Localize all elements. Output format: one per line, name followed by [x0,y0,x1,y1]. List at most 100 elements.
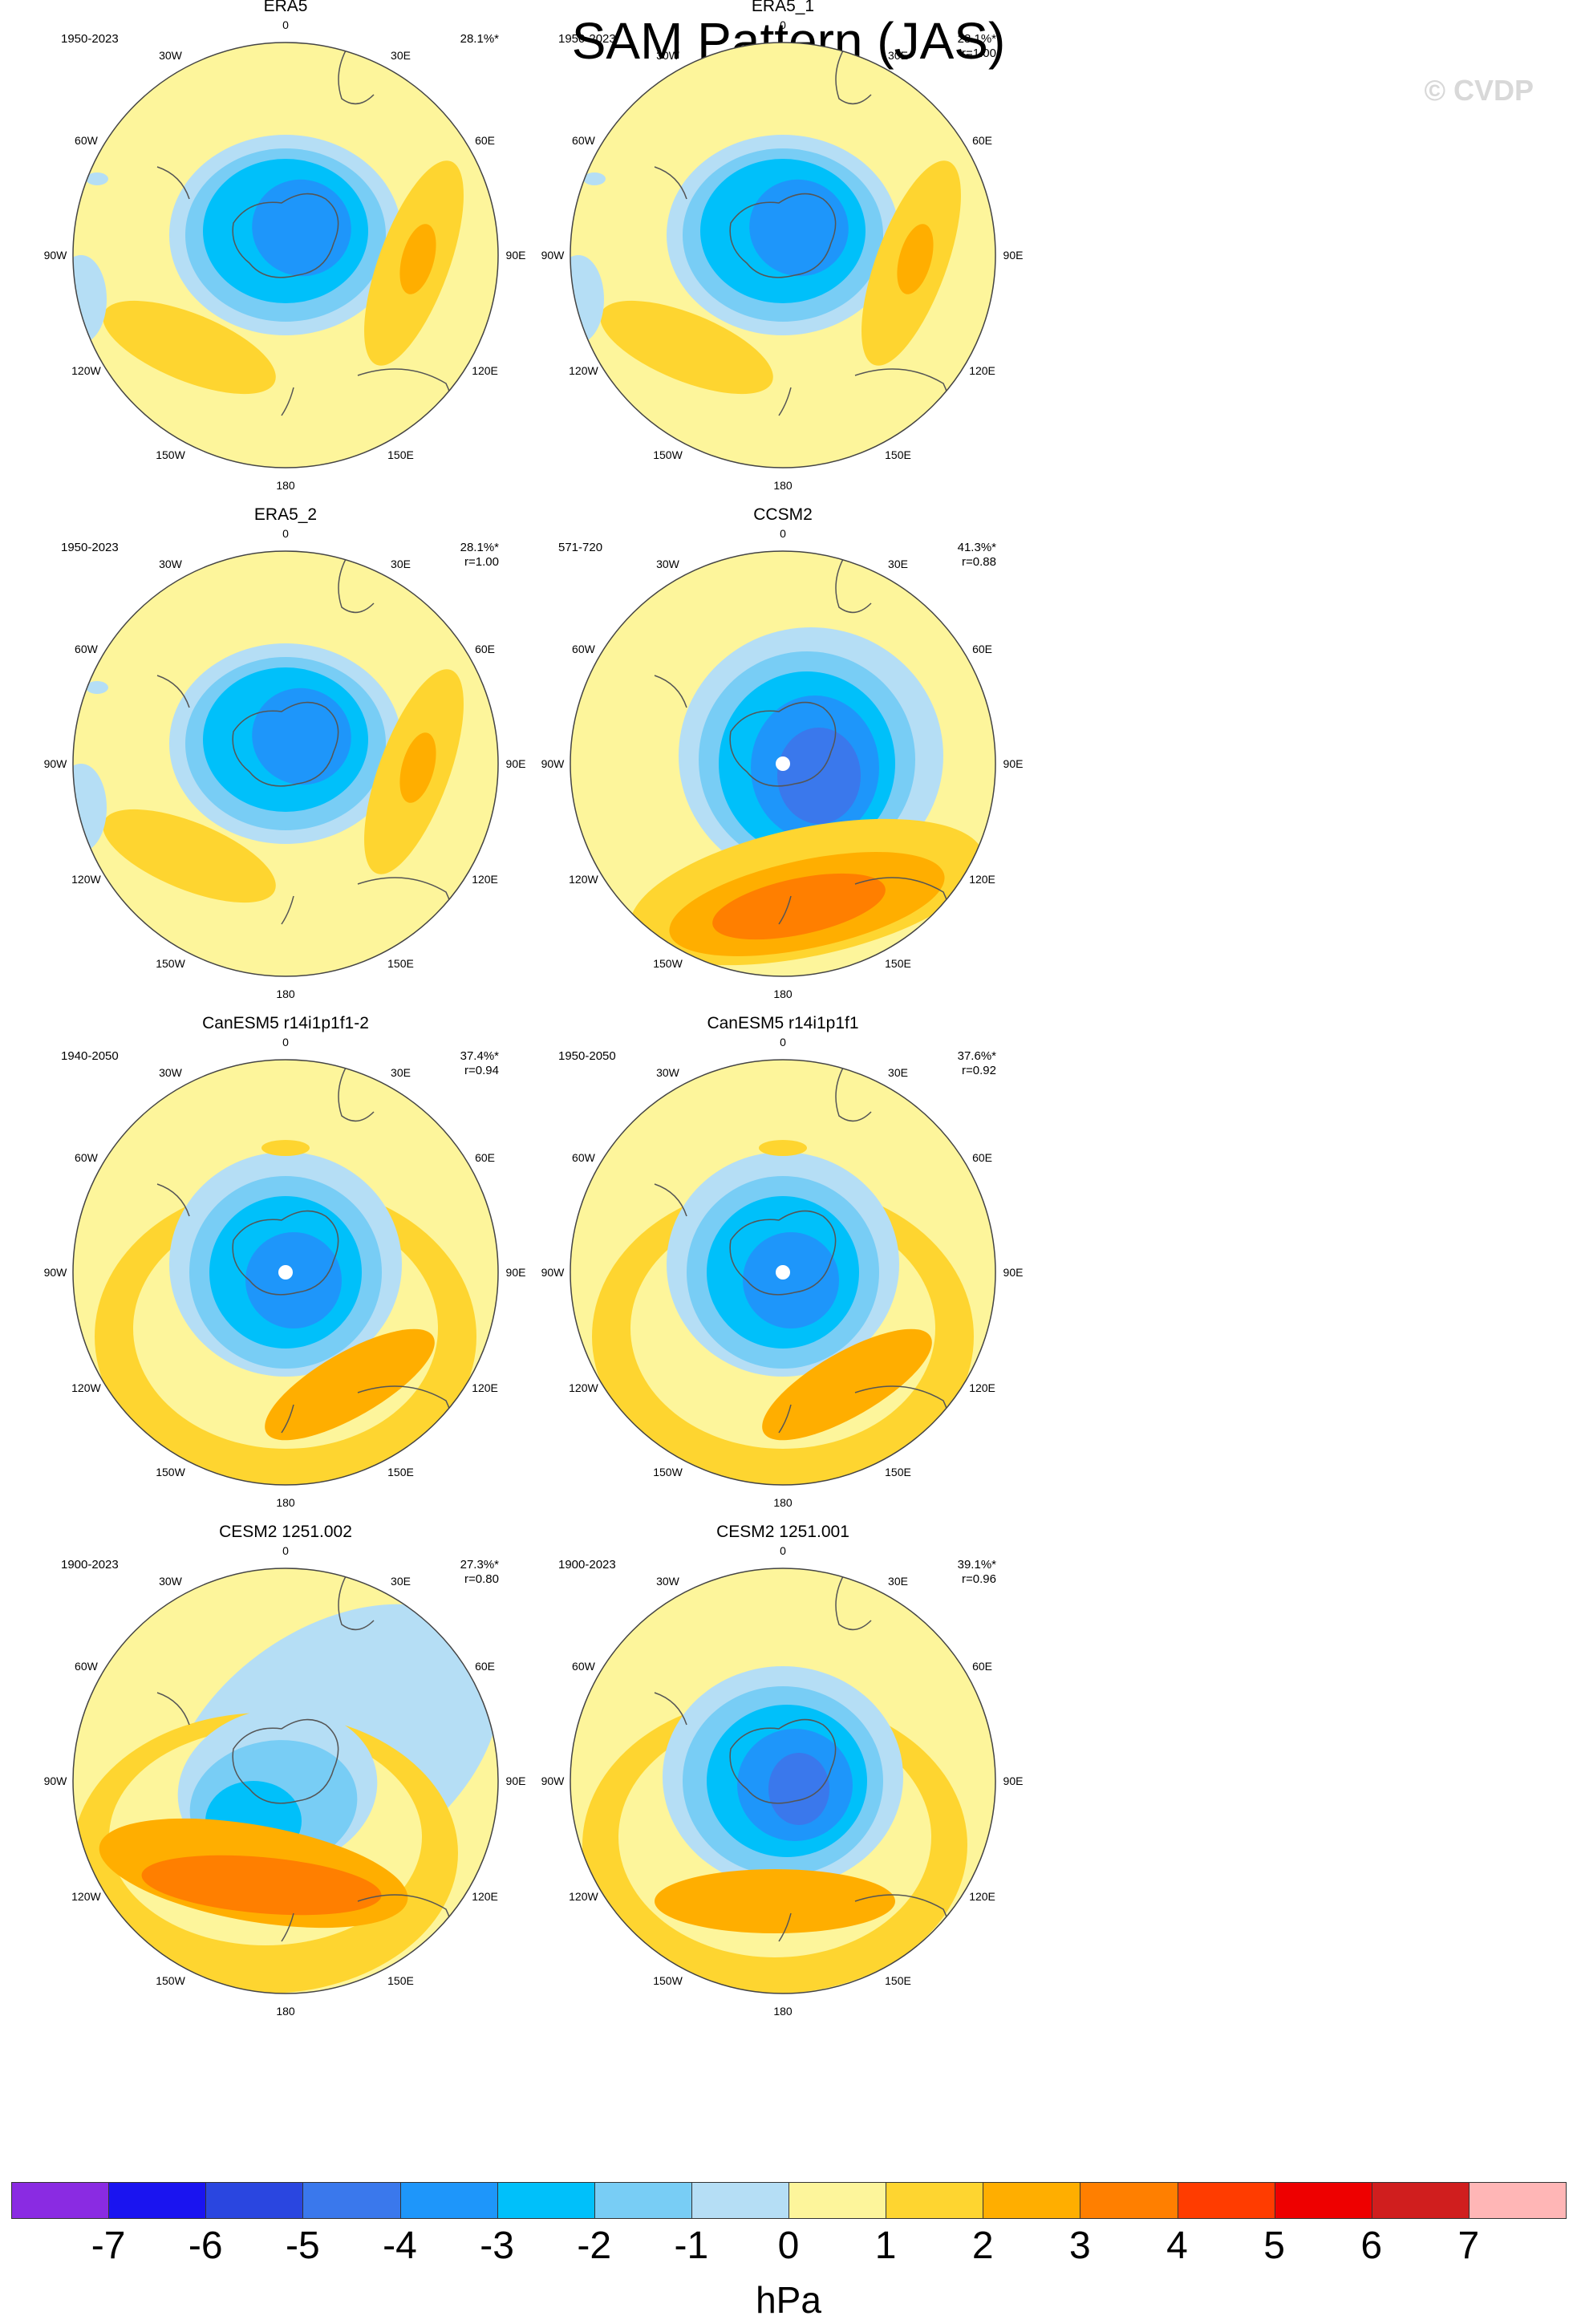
colorbar-tick-label: 1 [874,2225,897,2267]
longitude-label: 180 [773,479,793,492]
coastline [729,1210,837,1296]
longitude-label: 150W [653,448,683,461]
longitude-label: 60W [572,133,595,147]
contour-region [103,809,276,903]
map-border [570,1059,996,1486]
contour-region [261,1140,310,1156]
coastline [778,1404,792,1434]
longitude-label: 150W [156,448,185,461]
longitude-label: 60E [475,1150,496,1164]
longitude-label: 30W [159,558,182,571]
colorbar-swatch [205,2182,304,2219]
longitude-label: 120W [569,872,598,886]
map-panel: CESM2 1251.002 1900-2023 27.3%* r=0.80 0 30E 6… [29,1523,542,2036]
longitude-label: 90E [505,1266,526,1279]
colorbar-swatch [1177,2182,1275,2219]
colorbar-swatch [1468,2182,1567,2219]
longitude-label: 30W [656,49,679,63]
colorbar-tick-label: -7 [91,2225,126,2267]
panel-stats: 37.6%* r=0.92 [919,1049,996,1078]
coastline [835,1067,872,1122]
coastline [156,166,190,200]
longitude-label: 60W [572,1659,595,1673]
longitude-label: 180 [773,988,793,1000]
longitude-label: 150E [387,1465,414,1478]
pattern-correlation: r=1.00 [962,47,996,60]
coastline [835,50,872,105]
colorbar-swatch [1371,2182,1470,2219]
longitude-label: 60W [75,1659,98,1673]
longitude-label: 0 [282,527,289,540]
map-border [570,1568,996,1994]
coastline [281,387,294,416]
colorbar-tick-label: 7 [1457,2225,1480,2267]
longitude-label: 0 [780,1544,786,1557]
longitude-label: 60W [572,642,595,655]
contour-region [252,687,351,785]
coastline [338,558,375,614]
longitude-label: 90W [43,1266,67,1279]
panel-title: ERA5_1 [751,0,815,15]
longitude-label: 180 [276,479,295,492]
contour-region [712,873,886,940]
colorbar-swatch [788,2182,887,2219]
colorbar-tick-label: 2 [971,2225,994,2267]
coastline [729,193,837,278]
longitude-label: 120W [569,363,598,377]
contour-region [141,1855,382,1916]
longitude-label: 120E [472,1381,498,1394]
coastline [778,387,792,416]
colorbar-swatch [886,2182,984,2219]
panel-period: 1950-2050 [558,1049,616,1063]
contour-region [252,179,351,277]
panel-stats: 41.3%* r=0.88 [919,541,996,570]
longitude-label: 150E [885,1465,911,1478]
panel-stats: 28.1%* r=1.00 [919,32,996,61]
map-panel: CanESM5 r14i1p1f1 1950-2050 37.6%* r=0.92 0 3… [526,1014,1040,1527]
colorbar-swatch [108,2182,207,2219]
longitude-label: 90W [541,1774,565,1787]
map-panel: ERA5_1 1950-2023 28.1%* r=1.00 0 30E 60E 90E 120… [526,0,1040,510]
coastline [338,1067,375,1122]
contour-region [399,224,436,294]
colorbar-swatch [983,2182,1081,2219]
contour-region [570,255,604,343]
panel-period: 1950-2023 [61,541,119,554]
pole-marker [776,756,790,771]
map-panel: CESM2 1251.001 1900-2023 39.1%* r=0.96 0 30E 6… [526,1523,1040,2036]
longitude-label: 90E [1003,1774,1024,1787]
longitude-label: 60W [75,1150,98,1164]
colorbar-tick-label: -2 [577,2225,612,2267]
contour-region [762,1328,932,1441]
colorbar-tick-label: 6 [1360,2225,1383,2267]
coastline [232,193,339,278]
longitude-label: 30W [656,558,679,571]
colorbar-tick-label: 3 [1069,2225,1091,2267]
longitude-label: 60W [75,133,98,147]
colorbar-swatch [691,2182,789,2219]
copyright-watermark: © CVDP [1424,74,1534,107]
contour-region [265,1328,435,1441]
longitude-label: 120E [472,1889,498,1903]
longitude-label: 120E [472,872,498,886]
map-border [72,1568,499,1994]
colorbar-tick-label: -3 [480,2225,514,2267]
map-border [570,550,996,977]
map-border [72,1059,499,1486]
colorbar-tick-label: -4 [383,2225,417,2267]
longitude-label: 30W [159,49,182,63]
panel-stats: 27.3%* r=0.80 [422,1558,499,1587]
contour-region [103,300,276,395]
contour-region [749,179,849,277]
coastline [654,166,687,200]
longitude-label: 120W [71,1889,101,1903]
map-border [570,42,996,468]
longitude-label: 30W [656,1066,679,1080]
longitude-label: 180 [276,1496,295,1509]
longitude-label: 30E [888,1575,908,1588]
longitude-label: 120E [969,363,995,377]
longitude-label: 0 [780,1036,786,1048]
longitude-label: 150E [387,956,414,970]
longitude-label: 60E [972,1150,993,1164]
coastline [156,675,190,708]
